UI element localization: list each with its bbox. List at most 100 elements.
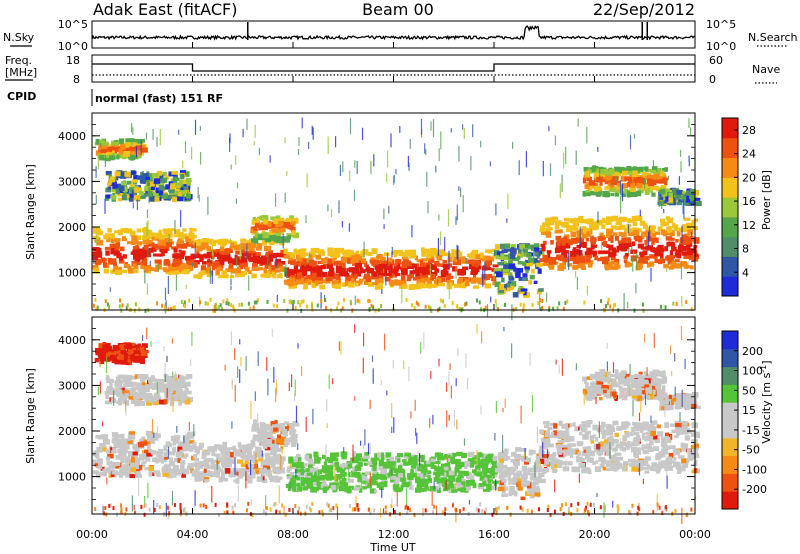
- power-cell-829: [256, 258, 264, 264]
- power-cell-2365: [596, 185, 601, 192]
- power-cell-1266: [393, 252, 398, 258]
- velocity-cell-652: [198, 442, 205, 448]
- power-ground-138: [213, 304, 216, 309]
- power-streak-186: [286, 267, 288, 278]
- power-cell-1567: [295, 279, 300, 284]
- power-streak-250: [437, 238, 439, 256]
- power-streak-149: [174, 219, 176, 234]
- power-cell-848: [220, 242, 224, 248]
- power-cell-1430: [374, 260, 381, 264]
- power-cell-1364: [308, 259, 314, 264]
- velocity-cell-1289: [385, 462, 392, 468]
- velocity-cell-256: [134, 471, 141, 475]
- power-ground-69: [104, 299, 107, 304]
- power-streak-35: [242, 128, 244, 138]
- power-cell-867: [224, 250, 230, 255]
- power-cell-851: [202, 270, 206, 275]
- power-cell-817: [221, 259, 225, 266]
- velocity-cell-1435: [477, 471, 482, 477]
- power-cell-1542: [468, 253, 476, 259]
- power-cell-1025: [467, 259, 474, 264]
- power-cell-2224: [651, 186, 658, 190]
- velocity-cell-1494: [477, 457, 481, 461]
- velocity-cell-1663: [509, 470, 514, 475]
- power-cell-1916: [689, 265, 694, 270]
- power-cell-584: [168, 194, 175, 200]
- power-cell-1842: [683, 241, 690, 245]
- power-cell-1414: [470, 277, 476, 283]
- power-cell-1674: [519, 244, 525, 249]
- velocity-cell-1714: [511, 452, 517, 457]
- velocity-cell-1717: [504, 455, 511, 460]
- velocity-cell-1548: [485, 456, 492, 462]
- power-cell-1585: [316, 271, 324, 277]
- power-cell-406: [120, 144, 126, 150]
- power-cell-410: [108, 155, 115, 161]
- power-ground-135: [430, 309, 433, 313]
- power-cell-1856: [665, 236, 672, 241]
- velocity-cell-879: [278, 456, 286, 462]
- velocity-cell-1712: [538, 450, 545, 456]
- velocity-cell-1933: [688, 457, 694, 461]
- power-streak-232: [455, 266, 457, 280]
- power-cell-213: [103, 261, 107, 268]
- power-cell-1656: [518, 286, 524, 291]
- velocity-cell-151: [167, 474, 173, 479]
- velocity-cell-709: [211, 451, 216, 457]
- power-ground-121: [335, 306, 338, 311]
- power-cell-1636: [494, 250, 500, 256]
- power-cell-1964: [585, 254, 590, 260]
- velocity-cell-1414: [434, 466, 441, 471]
- power-cell-2055: [687, 230, 694, 235]
- velocity-cell-181: [146, 435, 154, 442]
- velocity-cell-809: [222, 454, 227, 460]
- power-cell-1943: [659, 257, 664, 262]
- power-streak-161: [147, 220, 149, 236]
- power-cell-1003: [280, 227, 286, 233]
- power-ground-116: [156, 301, 158, 306]
- velocity-cell-1527: [378, 475, 385, 480]
- power-streak-213: [391, 252, 393, 258]
- power-streak-11: [462, 195, 464, 213]
- velocity-cell-1480: [493, 456, 497, 461]
- power-ground-36: [302, 299, 305, 304]
- power-cell-2218: [605, 174, 609, 180]
- velocity-cell-1058: [403, 454, 411, 459]
- power-cell-1261: [333, 280, 340, 284]
- power-cell-1837: [669, 250, 674, 255]
- velocity-cell-1431: [289, 465, 296, 470]
- power-cell-2359: [616, 189, 622, 194]
- power-cell-2385: [589, 180, 596, 186]
- power-ground-92: [497, 307, 499, 312]
- velocity-cell-1100: [382, 473, 389, 479]
- power-cell-628: [121, 194, 127, 201]
- power-cell-860: [268, 257, 274, 262]
- velocity-cell-1405: [350, 470, 357, 477]
- power-cell-2343: [603, 170, 609, 176]
- power-cell-2371: [610, 188, 615, 192]
- velocity-cell-717: [261, 470, 266, 475]
- velocity-cell-1795: [680, 442, 685, 448]
- power-cell-1501: [381, 269, 388, 274]
- power-cell-390: [126, 142, 131, 147]
- power-streak-44: [308, 253, 310, 264]
- power-cell-1503: [296, 272, 301, 278]
- velocity-cell-403: [139, 346, 145, 352]
- power-cell-1327: [451, 250, 458, 254]
- power-cell-1620: [517, 261, 523, 265]
- power-cell-348: [131, 150, 138, 155]
- power-cell-412: [104, 155, 110, 159]
- velocity-cell-308: [101, 353, 108, 360]
- power-ground-177: [320, 299, 323, 304]
- power-cell-804: [249, 247, 255, 252]
- power-cell-2028: [572, 265, 579, 270]
- power-cell-1546: [447, 257, 453, 262]
- power-cell-1975: [607, 216, 613, 222]
- velocity-cell-1907: [694, 459, 698, 465]
- velocity-cell-264: [125, 462, 129, 469]
- velocity-cell-1551: [464, 470, 469, 476]
- velocity-cell-1751: [632, 462, 639, 469]
- velocity-cell-1713: [505, 473, 510, 478]
- power-cell-1650: [518, 249, 523, 255]
- power-streak-1: [330, 208, 333, 218]
